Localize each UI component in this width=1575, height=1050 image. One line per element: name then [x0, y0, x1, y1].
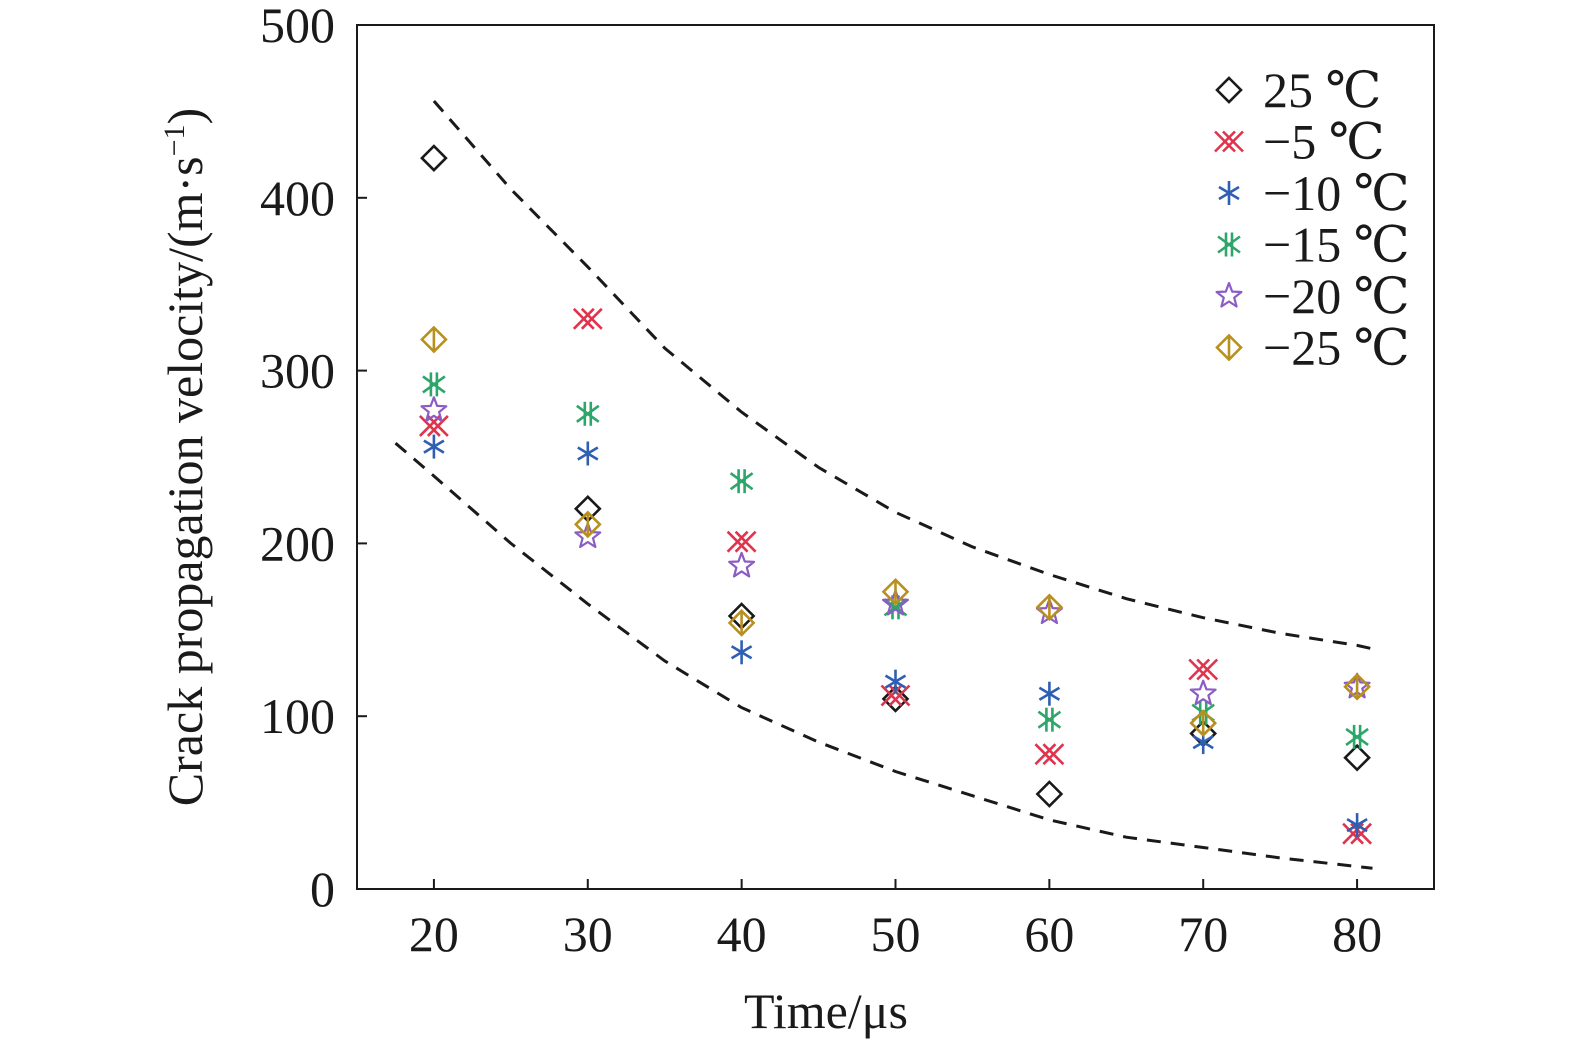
data-point-series-1	[1343, 743, 1371, 772]
data-point-series-6	[1035, 593, 1064, 622]
data-point-series-5	[420, 396, 448, 422]
legend-label: −20 ℃	[1263, 268, 1410, 324]
data-point-series-2	[418, 414, 449, 437]
data-point-series-1	[881, 685, 910, 713]
legend-marker	[1215, 333, 1243, 362]
data-point-series-6	[1343, 672, 1371, 701]
legend-item: −15 ℃	[1217, 217, 1410, 273]
legend-item: −10 ℃	[1218, 165, 1410, 221]
y-tick-label: 300	[260, 343, 335, 399]
data-point-series-5	[1189, 679, 1217, 706]
axis-ticks: 20 30 40 50 60 70 80 0 100 200 300 400 500	[260, 0, 1382, 962]
data-point-series-5	[574, 522, 602, 549]
x-tick-label: 20	[409, 906, 459, 962]
legend-marker	[1218, 181, 1240, 205]
data-point-series-6	[727, 609, 756, 637]
x-tick-label: 80	[1332, 906, 1382, 962]
legend: 25 ℃−5 ℃−10 ℃−15 ℃−20 ℃−25 ℃	[1214, 62, 1410, 376]
data-point-series-2	[726, 530, 757, 553]
data-point-series-3	[423, 434, 445, 459]
y-tick-label: 0	[310, 861, 335, 917]
x-tick-label: 30	[563, 906, 613, 962]
envelope-curve-1	[432, 100, 1373, 651]
y-axis-label-main: Crack propagation velocity/(m·s	[157, 156, 213, 806]
envelope-curves	[394, 100, 1373, 870]
legend-marker	[1215, 281, 1243, 308]
y-tick-label: 400	[260, 170, 335, 226]
legend-marker	[1217, 232, 1241, 257]
data-point-series-2	[572, 307, 603, 330]
y-axis-label-close: )	[157, 108, 213, 125]
data-point-series-3	[884, 669, 907, 694]
y-tick-label: 200	[260, 515, 335, 571]
x-tick-label: 70	[1178, 906, 1228, 962]
data-point-series-3	[730, 640, 753, 665]
y-tick-label: 100	[260, 688, 335, 744]
data-point-series-6	[573, 510, 602, 539]
data-point-series-5	[882, 589, 909, 616]
data-point-series-1	[420, 144, 448, 172]
data-point-series-6	[420, 325, 448, 354]
legend-item: −5 ℃	[1214, 114, 1385, 170]
data-point-series-5	[728, 551, 756, 578]
legend-label: −5 ℃	[1263, 114, 1385, 170]
legend-label: −10 ℃	[1263, 165, 1410, 221]
envelope-curve-2	[394, 442, 1373, 870]
y-axis-label-superscript: −1	[158, 124, 191, 156]
legend-item: −20 ℃	[1215, 268, 1410, 324]
y-axis-label: Crack propagation velocity/(m·s−1)	[157, 108, 213, 806]
legend-item: −25 ℃	[1215, 320, 1410, 376]
data-point-series-2	[880, 684, 911, 707]
data-point-series-3	[577, 441, 599, 466]
data-point-series-2	[1034, 743, 1065, 766]
data-point-series-3	[1346, 813, 1368, 838]
x-tick-label: 60	[1024, 906, 1074, 962]
data-point-series-6	[881, 577, 910, 606]
data-point-series-4	[729, 469, 754, 494]
legend-label: 25 ℃	[1263, 62, 1381, 118]
x-axis-label: Time/μs	[744, 983, 908, 1039]
data-point-series-4	[576, 401, 600, 426]
data-point-series-4	[422, 372, 446, 397]
data-point-series-6	[1189, 709, 1218, 737]
x-tick-label: 40	[717, 906, 767, 962]
y-tick-label: 500	[260, 0, 335, 53]
legend-marker	[1215, 76, 1243, 104]
data-markers	[418, 144, 1373, 845]
legend-marker	[1214, 130, 1244, 153]
legend-label: −15 ℃	[1263, 217, 1410, 273]
legend-label: −25 ℃	[1263, 320, 1410, 376]
data-point-series-4	[1345, 724, 1369, 749]
data-point-series-3	[1038, 681, 1061, 706]
data-point-series-1	[1035, 780, 1064, 808]
data-point-series-4	[1037, 707, 1062, 732]
legend-item: 25 ℃	[1215, 62, 1381, 118]
data-point-series-2	[1188, 658, 1219, 681]
x-tick-label: 50	[871, 906, 921, 962]
